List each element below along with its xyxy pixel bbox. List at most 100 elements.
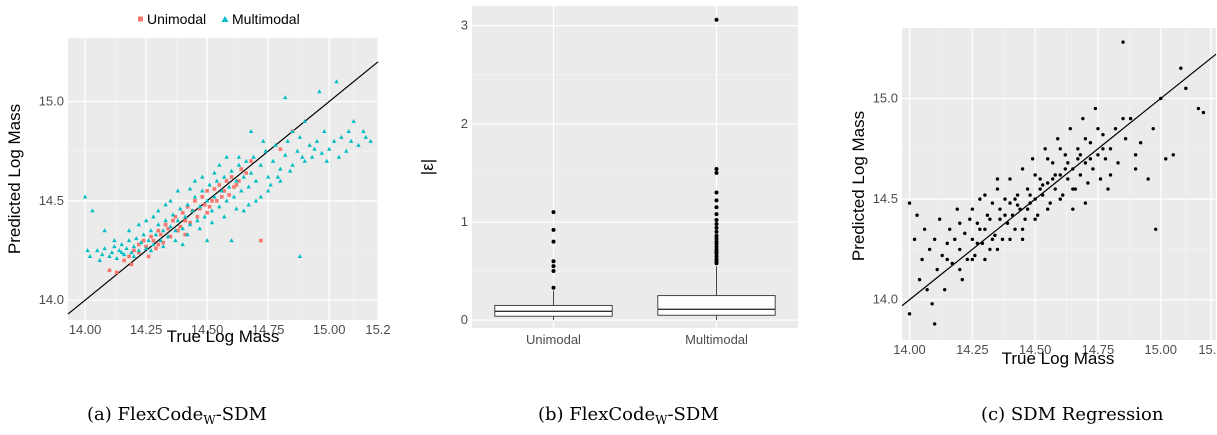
- point: [917, 277, 922, 282]
- point-multimodal: [253, 178, 259, 183]
- point-unimodal: [141, 238, 146, 243]
- point: [1025, 207, 1030, 211]
- point: [1066, 161, 1070, 165]
- point: [975, 241, 980, 246]
- point-multimodal: [344, 148, 349, 153]
- point: [1108, 173, 1113, 177]
- point-unimodal: [278, 147, 283, 152]
- point-multimodal: [85, 248, 90, 253]
- point-multimodal: [265, 188, 271, 193]
- point: [970, 257, 975, 262]
- point: [943, 287, 947, 292]
- x-tick-label: 14.50: [191, 322, 224, 337]
- outlier-point: [714, 247, 719, 252]
- point-unimodal: [127, 254, 131, 259]
- chart-b-ylabel: |ε|: [418, 159, 437, 175]
- point-multimodal: [314, 138, 320, 143]
- point-unimodal: [229, 175, 234, 179]
- point-unimodal: [156, 242, 161, 247]
- legend-unimodal-label: Unimodal: [147, 11, 206, 27]
- point-multimodal: [129, 250, 134, 255]
- point: [983, 227, 987, 231]
- point: [1101, 147, 1105, 151]
- chart-c-points: [907, 40, 1206, 326]
- point: [1071, 167, 1075, 171]
- outlier-point: [551, 227, 556, 232]
- caption-a: (a) FlexCodeW-SDM: [87, 404, 267, 427]
- point-multimodal: [324, 158, 329, 163]
- point-multimodal: [90, 208, 95, 213]
- outlier-point: [551, 210, 556, 215]
- point-multimodal: [231, 194, 237, 199]
- outlier-point: [714, 239, 719, 244]
- x-tick-label: 14.50: [1019, 342, 1052, 357]
- point: [995, 187, 1000, 191]
- point-multimodal: [285, 138, 290, 143]
- point: [1116, 161, 1120, 165]
- point-multimodal: [119, 242, 124, 247]
- point-multimodal: [331, 138, 337, 143]
- point: [935, 267, 939, 272]
- point-multimodal: [151, 214, 156, 219]
- point-multimodal: [290, 128, 295, 133]
- point-multimodal: [217, 204, 222, 209]
- point: [998, 207, 1002, 211]
- point-multimodal: [243, 158, 249, 163]
- point-multimodal: [197, 226, 203, 231]
- point-multimodal: [278, 166, 283, 171]
- point: [920, 257, 924, 262]
- point-unimodal: [136, 242, 141, 247]
- y-tick-label: 3: [461, 18, 468, 33]
- point-multimodal: [265, 174, 271, 179]
- point-multimodal: [322, 128, 327, 133]
- outlier-point: [714, 257, 719, 262]
- point: [960, 277, 964, 282]
- point: [1138, 141, 1143, 145]
- point-multimodal: [204, 238, 210, 243]
- point: [1028, 193, 1032, 197]
- point-multimodal: [356, 142, 361, 147]
- point-multimodal: [351, 119, 356, 124]
- outlier-point: [714, 236, 719, 241]
- x-tick-label: 14.75: [1082, 342, 1115, 357]
- point-multimodal: [192, 178, 198, 183]
- point: [1151, 126, 1155, 131]
- point-multimodal: [200, 174, 205, 179]
- box-multimodal: [657, 295, 776, 316]
- y-tick-label: 0: [461, 312, 468, 327]
- x-tick-label: 14.25: [956, 342, 989, 357]
- point-multimodal: [217, 162, 222, 167]
- point: [1051, 177, 1055, 181]
- point: [1058, 173, 1062, 177]
- point-multimodal: [170, 212, 176, 217]
- point: [1005, 221, 1010, 225]
- chart-c-ylabel: Predicted Log Mass: [849, 111, 868, 261]
- point-multimodal: [246, 202, 251, 207]
- point: [990, 201, 995, 205]
- point: [950, 261, 954, 266]
- point: [990, 237, 995, 242]
- point: [1063, 153, 1067, 157]
- point-multimodal: [136, 248, 141, 253]
- point-multimodal: [95, 248, 100, 253]
- point: [1171, 153, 1175, 157]
- point-multimodal: [163, 218, 168, 223]
- point: [940, 253, 944, 258]
- point-unimodal: [215, 199, 219, 203]
- point-multimodal: [87, 254, 93, 259]
- point: [1013, 197, 1017, 201]
- point-multimodal: [224, 198, 229, 203]
- point-multimodal: [99, 252, 105, 257]
- point-unimodal: [212, 187, 217, 191]
- chart-c-tick-labels: 14.00 14.25 14.50 14.75 15.00 15.2 14.0 14.5 15.…: [873, 90, 1217, 357]
- point-unimodal: [166, 226, 170, 231]
- outlier-point: [551, 259, 556, 264]
- point: [1028, 201, 1032, 205]
- point-multimodal: [168, 224, 173, 229]
- point-unimodal: [129, 262, 134, 267]
- point: [1121, 116, 1125, 121]
- point: [970, 237, 975, 242]
- point: [1023, 217, 1027, 221]
- point: [965, 257, 970, 262]
- point-multimodal: [102, 228, 107, 233]
